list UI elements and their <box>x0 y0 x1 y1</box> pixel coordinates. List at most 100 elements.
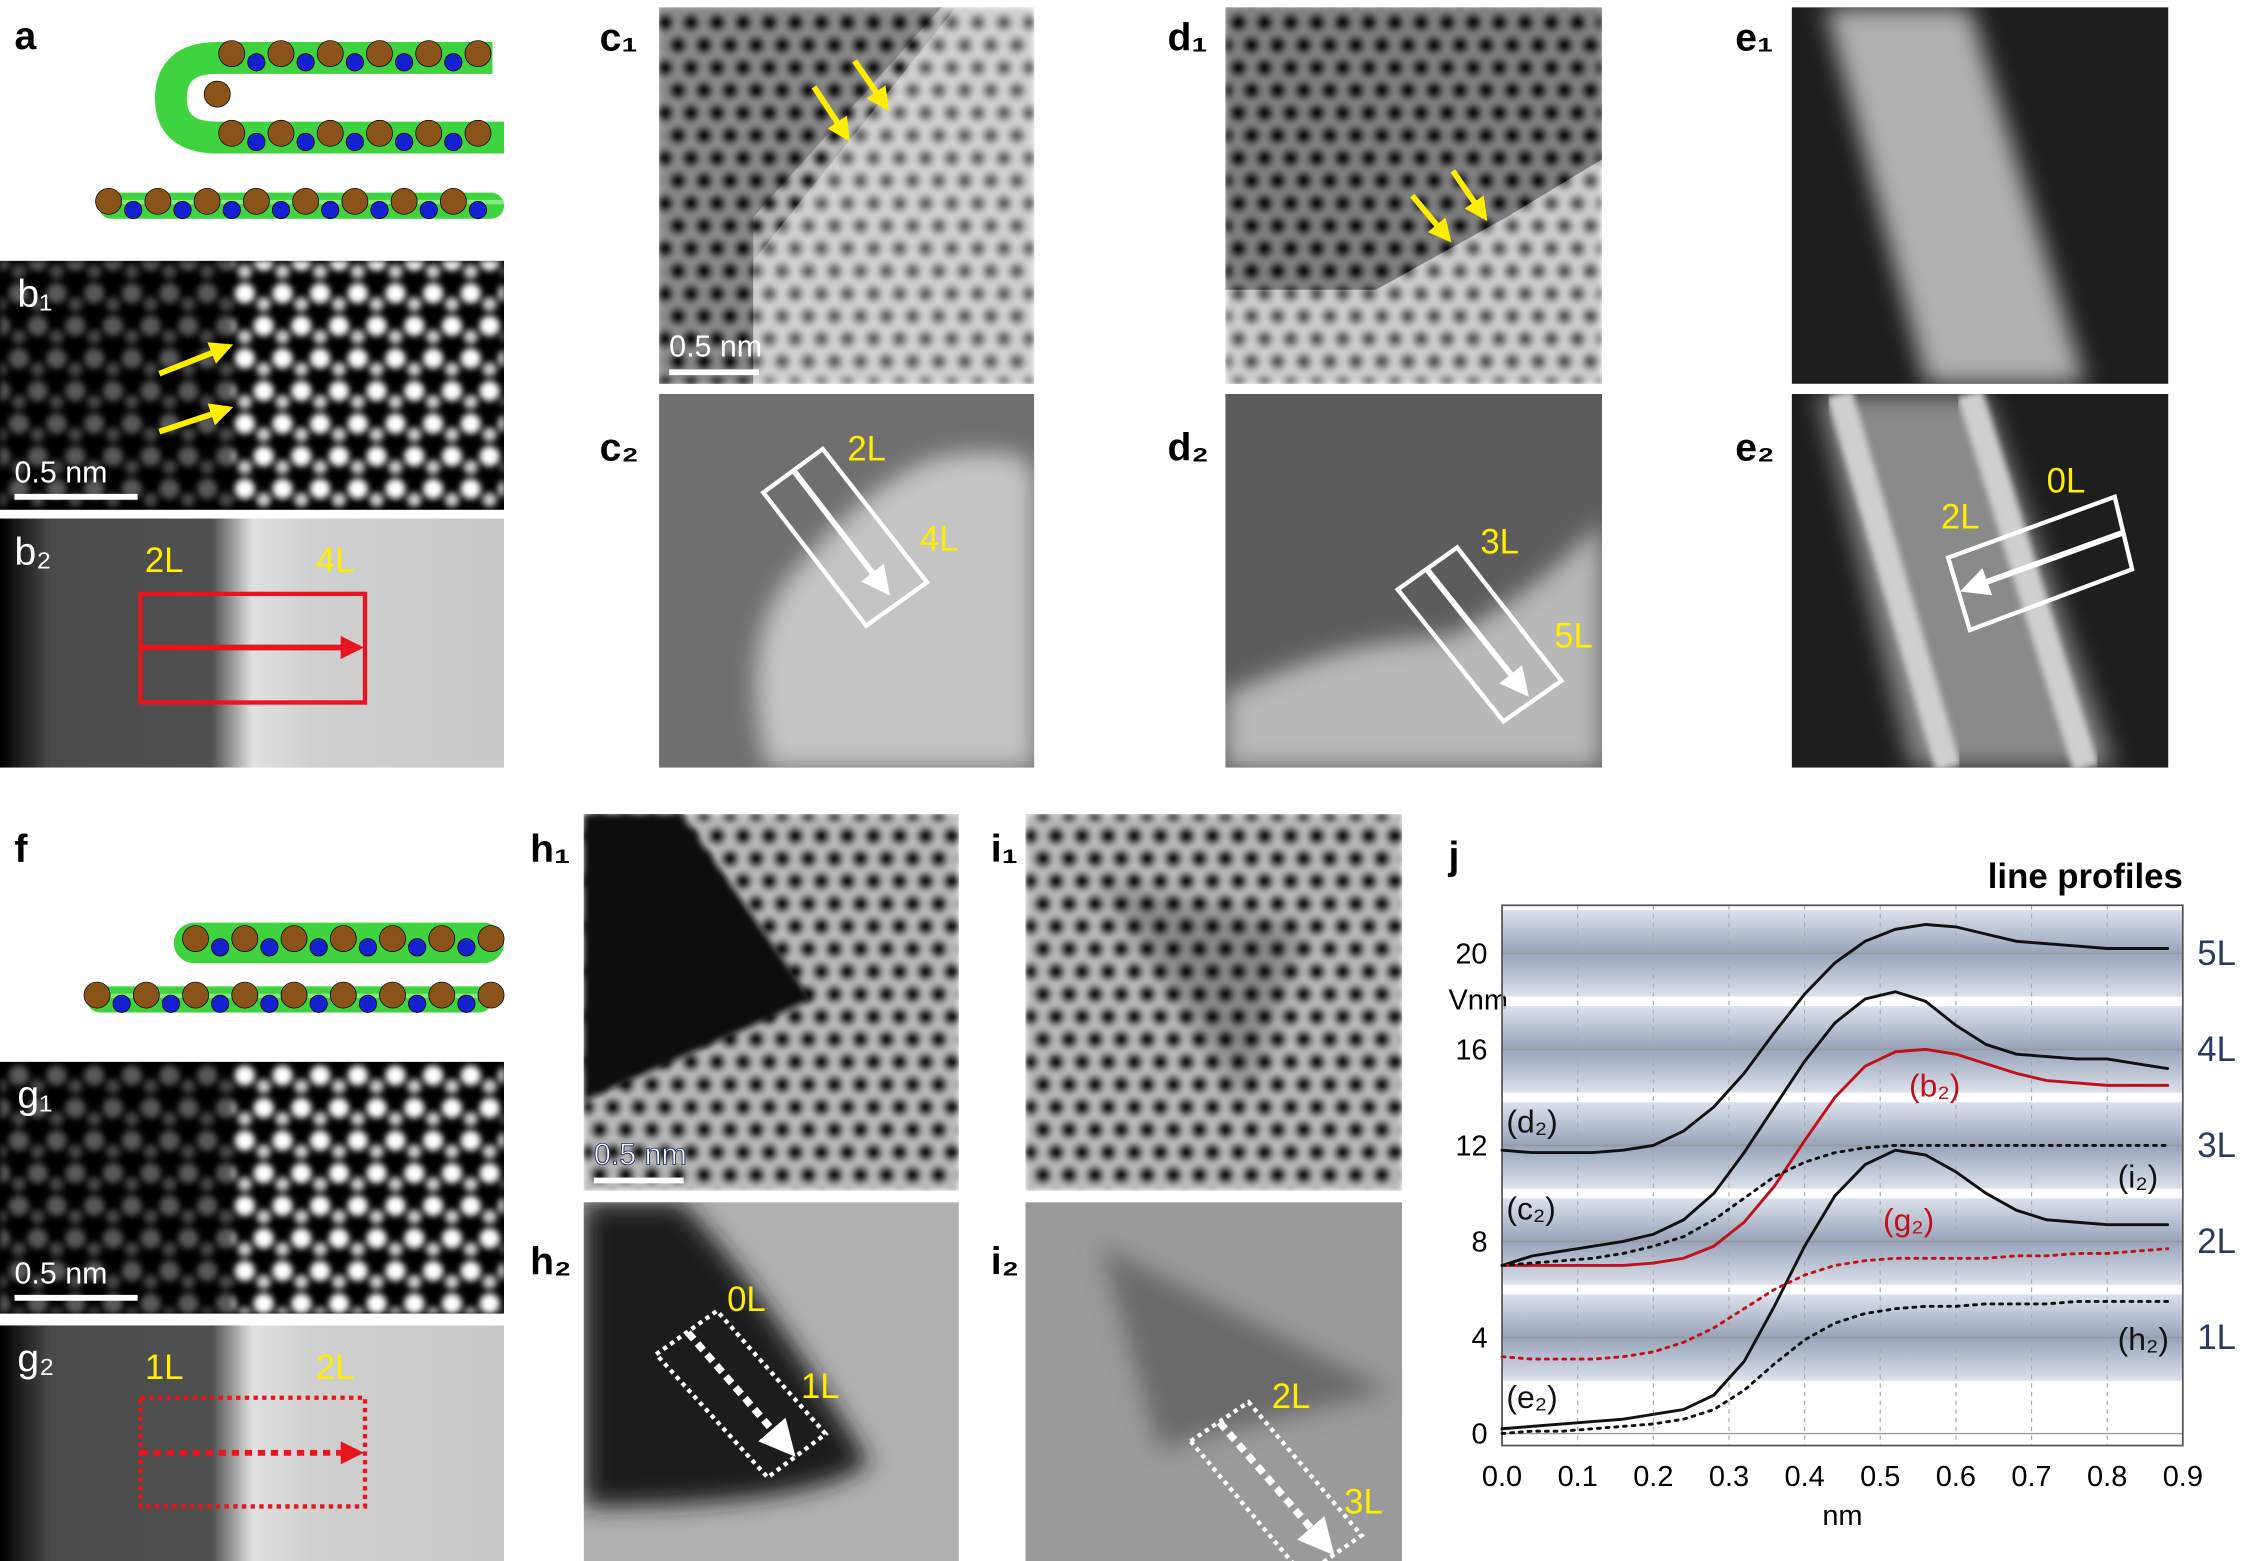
atom <box>211 994 230 1013</box>
atom <box>309 994 328 1013</box>
layer-band-label: 2L <box>2197 1223 2236 1261</box>
atom <box>477 925 505 952</box>
micrograph <box>1225 7 1602 384</box>
x-tick-label: 0.0 <box>1482 1461 1522 1493</box>
atom <box>132 981 160 1009</box>
y-tick-label: 16 <box>1455 1034 1487 1066</box>
panel-label: g₁ <box>17 1074 52 1117</box>
micrograph: 3L 5L <box>1225 393 1602 768</box>
atom <box>124 200 143 220</box>
series-label: (i₂) <box>2118 1159 2159 1195</box>
atom <box>329 981 357 1009</box>
atom <box>366 40 393 67</box>
scale-bar-label: 0.5 nm <box>14 455 107 489</box>
atom <box>345 53 364 72</box>
atom <box>182 925 209 952</box>
scale-bar-label: 0.5 nm <box>14 1256 107 1290</box>
layer-label: 4L <box>316 542 355 580</box>
x-axis-label: nm <box>1822 1500 1862 1532</box>
atom <box>173 200 192 220</box>
atom <box>366 119 393 147</box>
atom <box>329 925 357 952</box>
scale-bar-label: 0.5 nm <box>669 329 762 363</box>
atom <box>358 994 377 1013</box>
x-tick-label: 0.7 <box>2011 1461 2051 1493</box>
atom <box>203 80 231 108</box>
atom <box>144 187 172 215</box>
atom <box>428 925 456 952</box>
panel-label: b₁ <box>17 273 52 316</box>
atom <box>457 994 476 1013</box>
x-tick-label: 0.1 <box>1558 1461 1598 1493</box>
layer-label: 0L <box>727 1281 766 1319</box>
atom <box>161 994 180 1013</box>
layer-label: 2L <box>1272 1378 1311 1416</box>
atom <box>477 981 505 1009</box>
micrograph: 2L 0L <box>1791 393 2169 768</box>
atom <box>464 119 492 147</box>
atom <box>247 132 266 152</box>
layer-label: 5L <box>1554 617 1593 655</box>
atom <box>242 187 270 215</box>
atom <box>95 187 123 215</box>
atom <box>309 938 328 957</box>
panel-label: e₂ <box>1735 427 1774 470</box>
series-line <box>1500 990 2170 1267</box>
micrograph: 0.5 nm b₁ <box>0 260 505 510</box>
panel-label: j <box>1447 835 1459 878</box>
micrograph: 2L 4L <box>659 393 1035 768</box>
atom <box>316 40 344 67</box>
atom <box>260 994 279 1013</box>
series-label: (c₂) <box>1506 1191 1556 1227</box>
x-tick-label: 0.3 <box>1709 1461 1749 1493</box>
panel-label: c₂ <box>600 427 639 470</box>
atom <box>231 981 259 1009</box>
series-line <box>1500 923 2170 1155</box>
atom <box>415 40 443 67</box>
x-tick-label: 0.9 <box>2163 1461 2203 1493</box>
layer-band-label: 4L <box>2197 1031 2236 1069</box>
scale-bar-label: 0.5 nm <box>594 1138 687 1172</box>
panel-label: h₁ <box>530 828 570 871</box>
atom <box>345 132 364 152</box>
atom <box>267 40 295 67</box>
x-tick-label: 0.4 <box>1784 1461 1824 1493</box>
atom <box>247 53 266 72</box>
layer-label: 0L <box>2047 462 2086 500</box>
series-line <box>1500 1148 2170 1431</box>
line-chart: j line profiles Vnm nm 5L 4L 3L 2L 1L 0 4 8 12 16… <box>1447 835 2236 1532</box>
atom <box>444 53 463 72</box>
panel-label: c₁ <box>600 17 638 60</box>
layer-band-label: 3L <box>2197 1127 2236 1165</box>
atomic-model <box>95 40 505 220</box>
panel-label: a <box>14 15 36 58</box>
layer-label: 1L <box>145 1349 184 1387</box>
atom <box>296 53 315 72</box>
micrograph: 0.5 nm <box>659 7 1035 384</box>
atom <box>218 40 246 67</box>
atom <box>415 119 443 147</box>
atom <box>280 925 308 952</box>
atom <box>370 200 389 220</box>
atom <box>439 187 467 215</box>
atom <box>321 200 340 220</box>
layer-band-label: 1L <box>2197 1319 2236 1357</box>
atom <box>419 200 438 220</box>
panel-label: i₂ <box>991 1241 1019 1284</box>
atom <box>468 200 488 220</box>
y-tick-label: 12 <box>1455 1131 1487 1163</box>
y-axis-label: Vnm <box>1448 985 1508 1017</box>
series-label: (e₂) <box>1506 1379 1557 1415</box>
atom <box>457 938 476 957</box>
micrograph <box>1025 814 1403 1191</box>
atom <box>358 938 377 957</box>
atom <box>428 981 456 1009</box>
series-label: (g₂) <box>1883 1202 1934 1238</box>
atom <box>408 938 427 957</box>
panel-label: d₁ <box>1167 17 1207 60</box>
atom <box>292 187 320 215</box>
micrograph: 0.5 nm g₁ <box>0 1061 505 1314</box>
x-tick-label: 0.2 <box>1633 1461 1673 1493</box>
atom <box>444 132 463 152</box>
chart-title: line profiles <box>1988 858 2183 896</box>
